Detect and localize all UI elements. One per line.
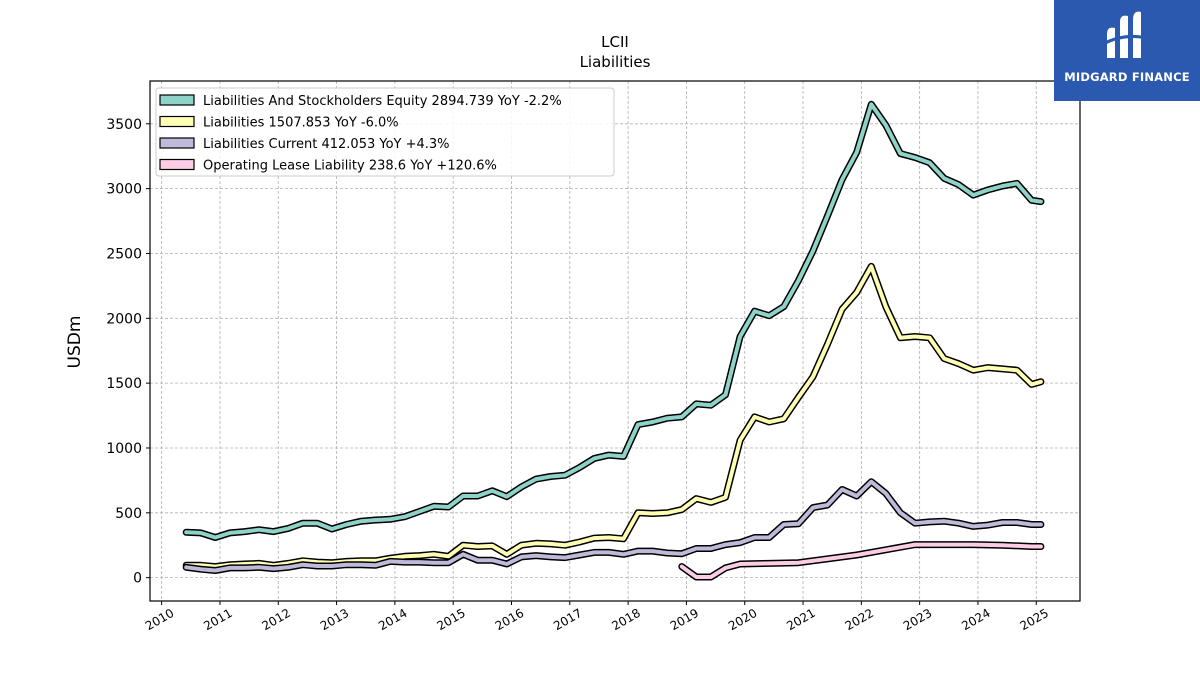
x-tick-label: 2017 <box>551 606 584 633</box>
chart-subtitle: Liabilities <box>579 53 651 71</box>
y-tick-label: 500 <box>115 506 142 522</box>
legend-item: Liabilities 1507.853 YoY -6.0% <box>159 115 399 131</box>
x-tick-label: 2015 <box>434 606 467 633</box>
x-tick-label: 2020 <box>726 606 759 633</box>
x-tick-label: 2021 <box>784 606 817 633</box>
y-tick-label: 2500 <box>106 246 142 262</box>
x-tick-label: 2025 <box>1018 606 1051 633</box>
legend-box <box>155 87 615 177</box>
y-tick-label: 3000 <box>106 182 142 198</box>
y-tick-label: 1500 <box>106 376 142 392</box>
series-line-4 <box>678 541 1045 581</box>
grid-lines <box>150 81 1080 601</box>
legend-item: Operating Lease Liability 238.6 YoY +120… <box>159 158 497 174</box>
legend-label: Liabilities 1507.853 YoY -6.0% <box>203 116 399 131</box>
y-tick-label: 1000 <box>106 441 142 457</box>
x-tick-label: 2024 <box>959 606 992 633</box>
series-lines <box>182 100 1045 581</box>
legend-label: Liabilities Current 412.053 YoY +4.3% <box>203 137 450 152</box>
y-tick-label: 0 <box>133 571 142 587</box>
x-tick-label: 2012 <box>260 606 293 633</box>
plot-frame <box>149 80 1081 602</box>
x-tick-label: 2016 <box>493 606 526 633</box>
series-stroke <box>184 479 1043 573</box>
x-tick-label: 2011 <box>201 606 234 633</box>
series-stroke <box>679 542 1043 579</box>
x-tick-label: 2022 <box>843 606 876 633</box>
legend-swatch <box>159 94 195 106</box>
x-tick-label: 2013 <box>318 606 351 633</box>
x-tick-label: 2014 <box>376 606 409 633</box>
y-tick-label: 2000 <box>106 311 142 327</box>
series-line-1 <box>182 100 1045 541</box>
legend-swatch <box>159 158 195 171</box>
y-axis: 0 500 1000 1500 2000 2500 3000 3500 <box>106 117 150 587</box>
chart-title: LCII <box>601 33 629 51</box>
series-line-3 <box>182 478 1045 574</box>
legend-swatch <box>159 115 195 128</box>
series-stroke <box>184 102 1043 540</box>
brand-name: MIDGARD FINANCE <box>1064 70 1190 84</box>
legend-item: Liabilities And Stockholders Equity 2894… <box>159 94 562 109</box>
legend-item: Liabilities Current 412.053 YoY +4.3% <box>159 137 450 152</box>
legend-label: Operating Lease Liability 238.6 YoY +120… <box>203 159 497 174</box>
x-axis: 2010 2011 2012 2013 2014 2015 2016 2017 2018 2019… <box>143 601 1051 633</box>
x-tick-label: 2010 <box>143 606 176 633</box>
x-tick-label: 2018 <box>609 606 642 633</box>
brand-logo: MIDGARD FINANCE <box>1054 0 1200 101</box>
x-tick-label: 2019 <box>668 606 701 633</box>
y-axis-label: USDm <box>65 316 85 369</box>
legend-swatch <box>159 137 195 149</box>
x-tick-label: 2023 <box>901 606 934 633</box>
legend-label: Liabilities And Stockholders Equity 2894… <box>203 94 562 109</box>
midgard-logo-icon <box>1102 11 1147 59</box>
legend: Liabilities And Stockholders Equity 2894… <box>155 87 615 177</box>
y-tick-label: 3500 <box>106 117 142 133</box>
